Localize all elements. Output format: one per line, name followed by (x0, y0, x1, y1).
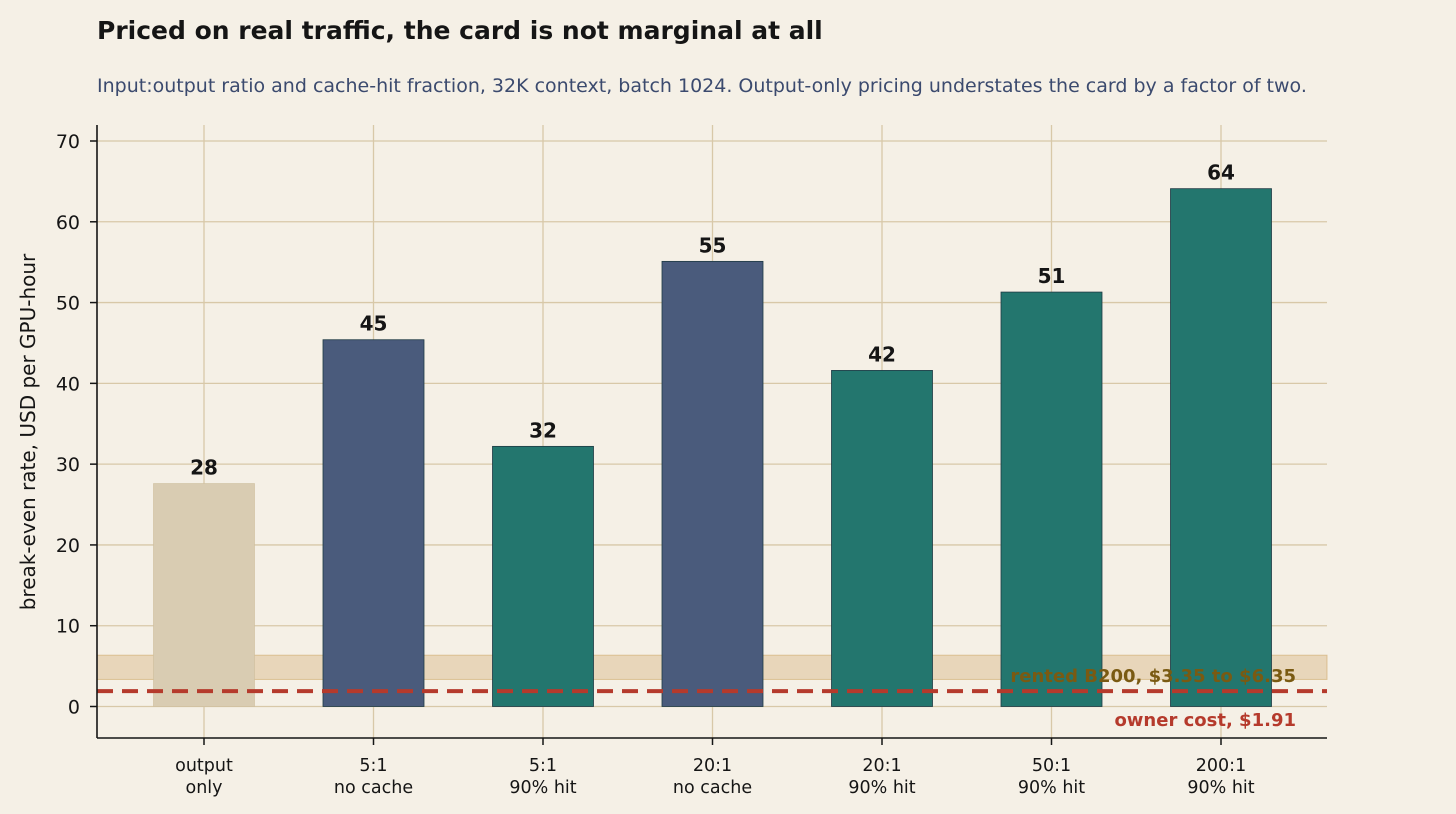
bar-value-label: 45 (360, 312, 388, 336)
bar-value-label: 32 (529, 418, 557, 442)
chart-subtitle: Input:output ratio and cache-hit fractio… (97, 75, 1307, 97)
bar (1170, 188, 1272, 707)
y-tick-label: 50 (56, 293, 80, 315)
y-axis-label: break-even rate, USD per GPU-hour (16, 253, 40, 610)
x-tick-label: 5:1 no cache (334, 756, 413, 798)
x-tick-label: 200:1 90% hit (1187, 756, 1254, 798)
bar-value-label: 42 (868, 342, 896, 366)
bar-value-label: 55 (699, 233, 727, 257)
bar (831, 370, 933, 707)
labels: 0 10 20 30 40 50 60 70 output only 5:1 no cache 5:1 9… (56, 131, 1296, 798)
bars (153, 188, 1272, 707)
y-tick-label: 10 (56, 616, 80, 638)
bar (492, 445, 594, 707)
y-tick-label: 70 (56, 131, 80, 153)
chart-title: Priced on real traffic, the card is not … (97, 16, 823, 45)
x-tick-label: 20:1 no cache (673, 756, 752, 798)
y-tick-label: 30 (56, 454, 80, 476)
rented-cost-band-label: rented B200, $3.35 to $6.35 (1010, 666, 1296, 687)
y-tick-label: 0 (68, 697, 80, 719)
x-tick-label: 50:1 90% hit (1018, 756, 1085, 798)
x-tick-label: 5:1 90% hit (509, 756, 576, 798)
x-tick-label: 20:1 90% hit (848, 756, 915, 798)
y-tick-label: 60 (56, 212, 80, 234)
y-tick-label: 20 (56, 535, 80, 557)
bar-value-label: 64 (1207, 161, 1235, 185)
bar (661, 260, 764, 707)
axes (90, 125, 1327, 745)
bar (153, 483, 255, 707)
bar-value-label: 51 (1038, 264, 1066, 288)
x-tick-label: output only (175, 756, 233, 798)
bar (322, 339, 425, 707)
bar-value-label: 28 (190, 456, 218, 480)
bar (1000, 291, 1103, 707)
owner-cost-label: owner cost, $1.91 (1114, 710, 1296, 731)
y-tick-label: 40 (56, 373, 80, 395)
